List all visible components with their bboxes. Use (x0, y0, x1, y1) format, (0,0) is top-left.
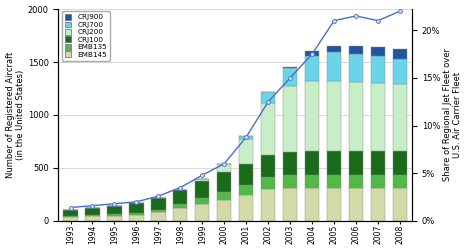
Bar (195, 181, 210, 198)
Bar (261, 189, 275, 221)
Bar (393, 49, 407, 59)
Bar (371, 151, 385, 175)
Bar (129, 213, 144, 214)
Bar (349, 188, 363, 221)
Bar (129, 214, 144, 221)
Bar (107, 216, 122, 221)
Bar (327, 151, 341, 175)
Bar (173, 204, 188, 208)
Bar (305, 81, 319, 151)
Bar (349, 151, 363, 175)
Bar (195, 198, 210, 204)
Bar (63, 216, 78, 217)
Legend: CRJ900, CRJ700, CRJ200, CRJ100, EMB135, EMB145: CRJ900, CRJ700, CRJ200, CRJ100, EMB135, … (62, 11, 110, 61)
Bar (371, 47, 385, 56)
Bar (393, 188, 407, 221)
Bar (371, 56, 385, 83)
Bar (349, 54, 363, 82)
Bar (261, 92, 275, 103)
Bar (107, 206, 122, 214)
Bar (371, 188, 385, 221)
Bar (173, 190, 188, 204)
Bar (305, 56, 319, 81)
Bar (261, 103, 275, 155)
Bar (393, 59, 407, 84)
Bar (261, 178, 275, 189)
Bar (217, 164, 231, 172)
Bar (217, 172, 231, 192)
Bar (327, 52, 341, 81)
Bar (305, 188, 319, 221)
Bar (151, 212, 166, 221)
Bar (239, 186, 253, 195)
Bar (239, 164, 253, 186)
Bar (305, 151, 319, 175)
Bar (393, 175, 407, 188)
Y-axis label: Number of Registered Aircraft
(in the United States): Number of Registered Aircraft (in the Un… (6, 52, 25, 178)
Bar (85, 215, 100, 216)
Bar (327, 175, 341, 188)
Bar (63, 217, 78, 221)
Bar (195, 179, 210, 181)
Bar (371, 83, 385, 151)
Bar (327, 81, 341, 151)
Bar (151, 198, 166, 210)
Bar (129, 203, 144, 213)
Bar (85, 208, 100, 215)
Bar (239, 139, 253, 164)
Bar (393, 84, 407, 151)
Bar (283, 68, 297, 86)
Bar (371, 175, 385, 188)
Bar (283, 67, 297, 68)
Bar (283, 175, 297, 188)
Bar (239, 136, 253, 139)
Bar (283, 188, 297, 221)
Bar (327, 188, 341, 221)
Bar (349, 175, 363, 188)
Bar (107, 214, 122, 216)
Bar (283, 86, 297, 152)
Y-axis label: Share of Regional Jet Fleet over
U.S. Air Carrier Fleet: Share of Regional Jet Fleet over U.S. Ai… (443, 48, 462, 182)
Bar (261, 155, 275, 178)
Bar (393, 151, 407, 175)
Bar (217, 200, 231, 221)
Bar (239, 195, 253, 221)
Bar (195, 204, 210, 221)
Bar (151, 210, 166, 212)
Bar (63, 210, 78, 216)
Bar (305, 52, 319, 56)
Bar (349, 82, 363, 151)
Bar (283, 152, 297, 175)
Bar (349, 46, 363, 54)
Bar (85, 216, 100, 221)
Bar (173, 208, 188, 221)
Bar (217, 192, 231, 200)
Bar (327, 46, 341, 52)
Bar (305, 175, 319, 188)
